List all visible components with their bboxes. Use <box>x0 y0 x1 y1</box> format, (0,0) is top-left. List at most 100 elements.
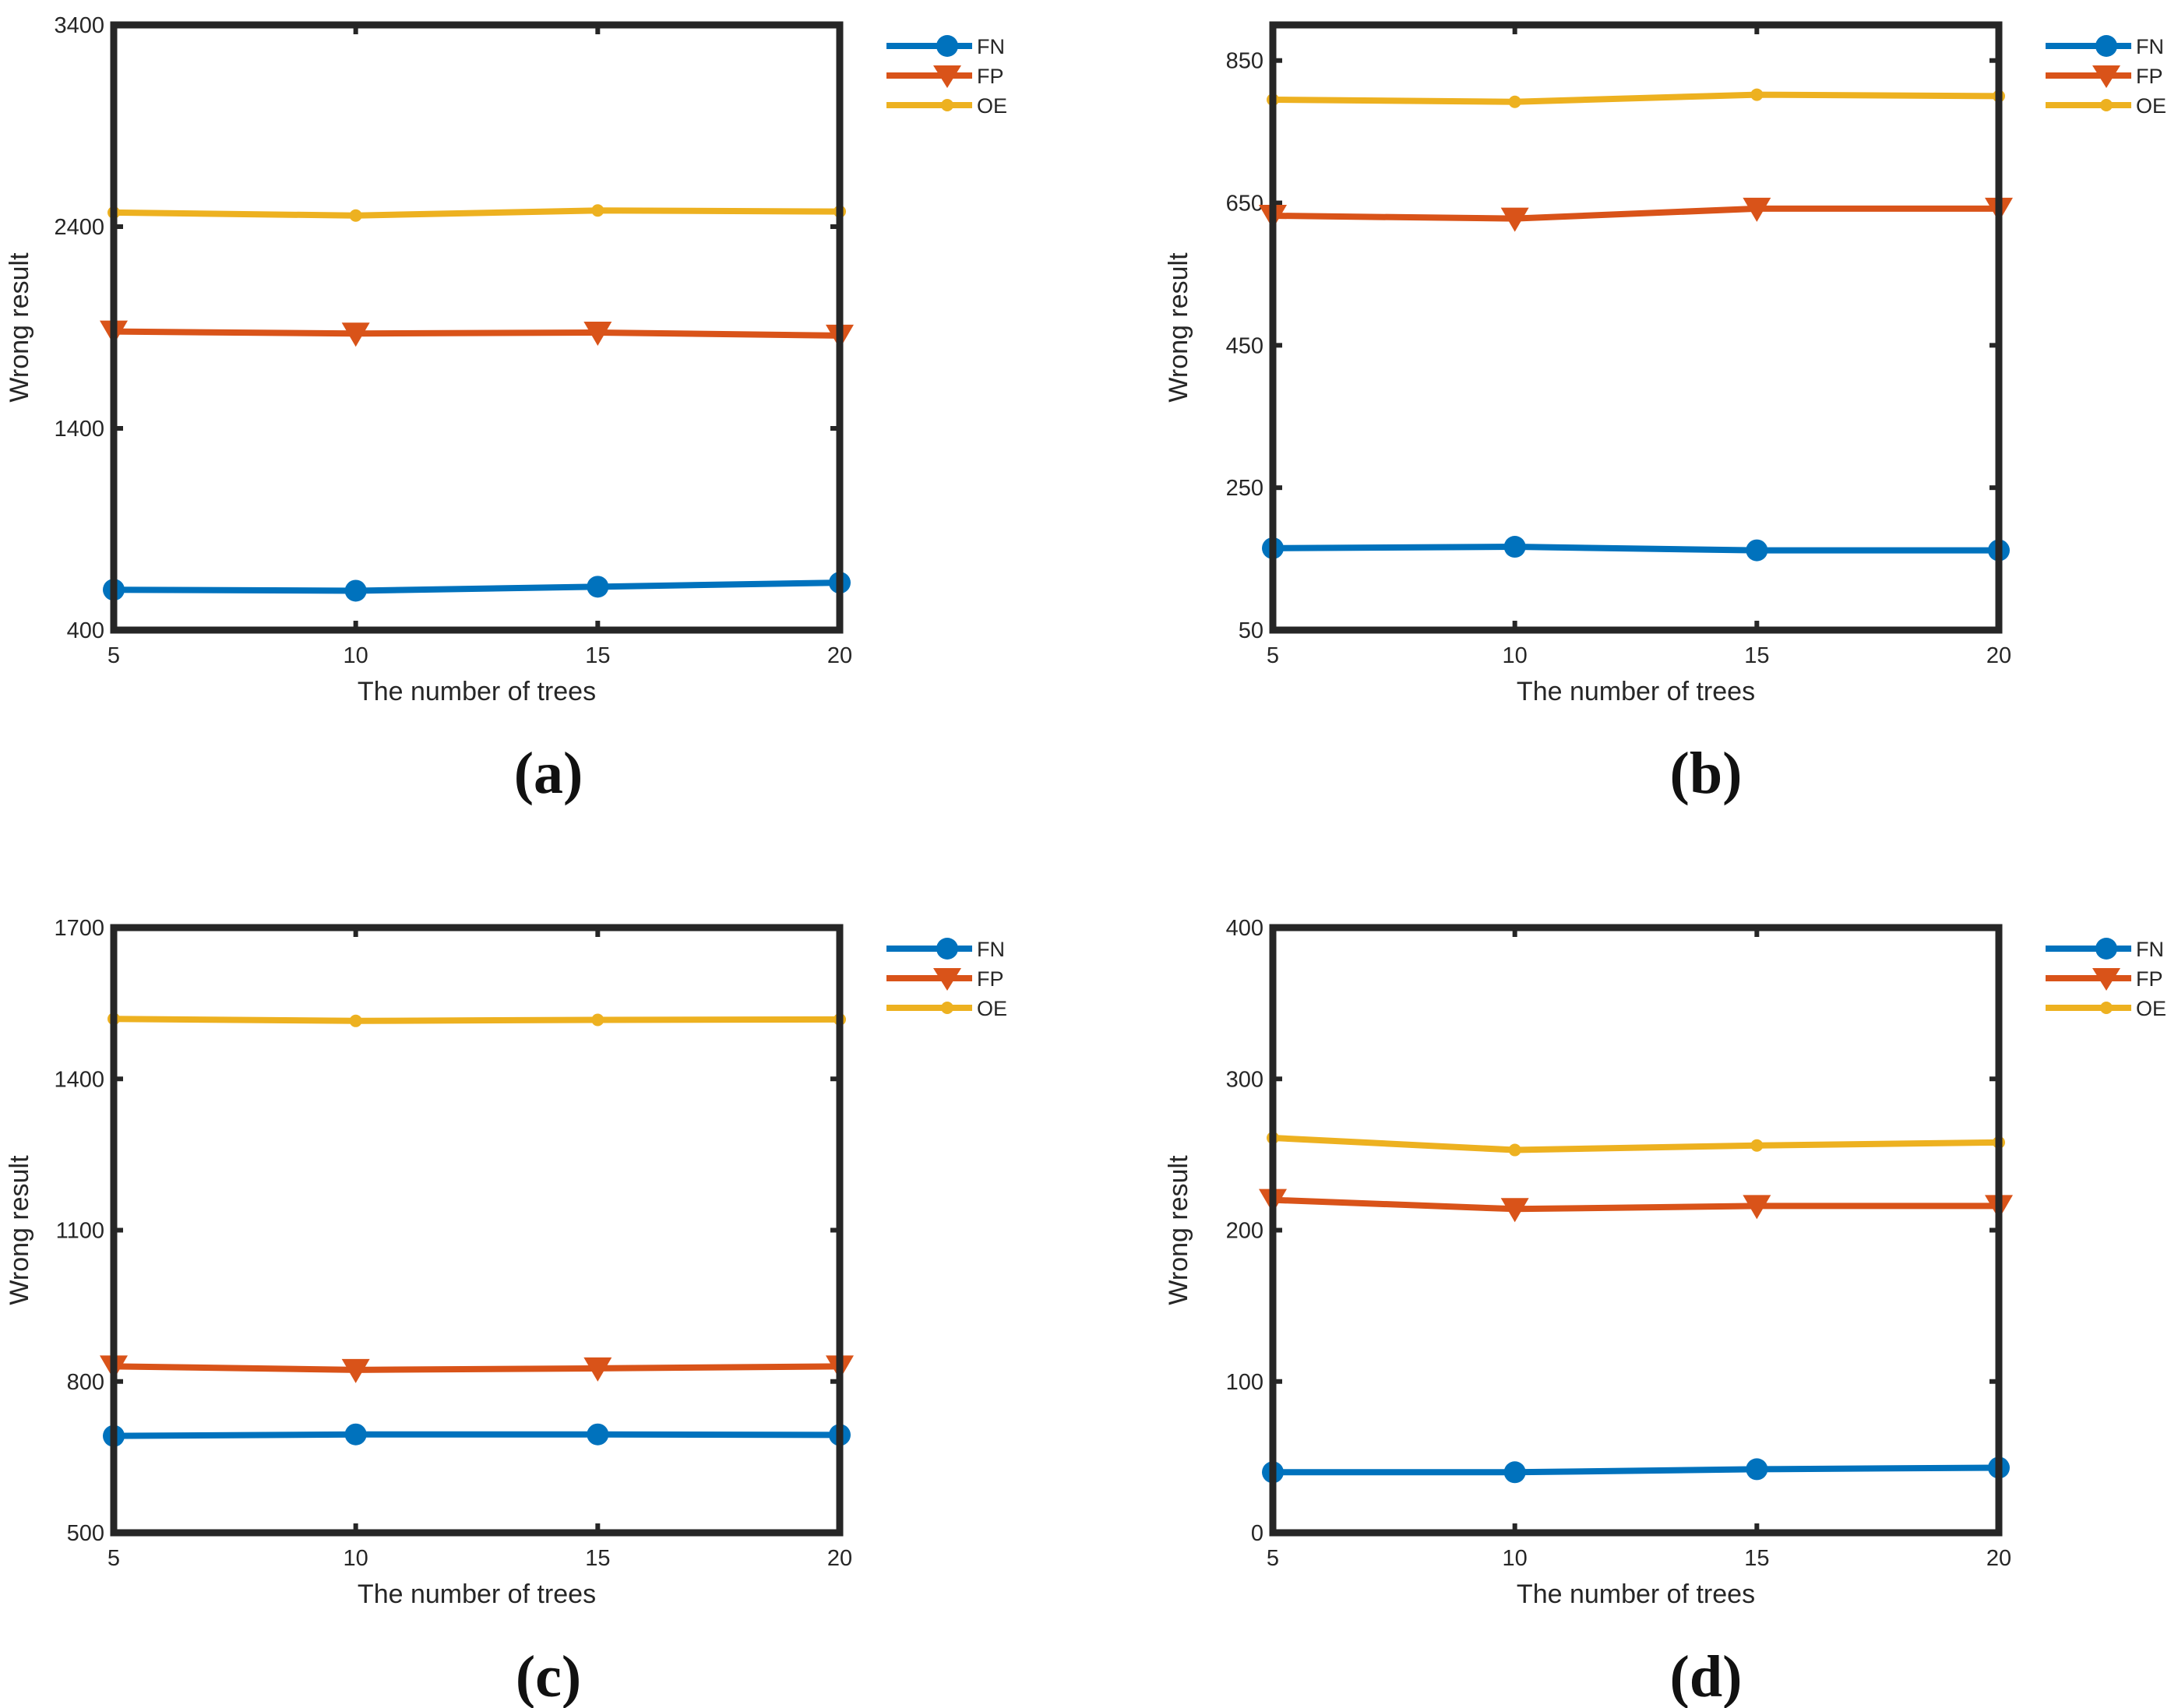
data-point-OE <box>349 1014 362 1027</box>
data-point-FP <box>583 321 612 346</box>
x-axis-label: The number of trees <box>358 1579 596 1609</box>
panel-caption: (c) <box>516 1644 581 1708</box>
x-tick-label: 15 <box>585 643 610 668</box>
series-line-FN <box>1270 544 2002 554</box>
x-axis-label: The number of trees <box>1517 677 1755 706</box>
legend-label-FP: FP <box>977 967 1004 991</box>
data-point-FP <box>583 1357 612 1382</box>
data-point-FP <box>1743 1195 1771 1220</box>
y-tick-label: 850 <box>1226 49 1263 74</box>
y-tick-label: 1700 <box>54 916 104 941</box>
chart-panel-d: 0 100 200 300 400 5 10 15 20 The number of trees W… <box>1164 916 2166 1708</box>
axes-box <box>1269 21 2003 634</box>
axes-box <box>1269 924 2003 1537</box>
legend-marker-FP <box>2092 65 2120 88</box>
y-axis-label: Wrong result <box>5 252 34 403</box>
series-line-OE <box>1270 91 2002 105</box>
chart-panel-b: 50 250 450 650 850 5 10 15 20 The number of trees… <box>1164 21 2166 806</box>
data-point-FN <box>344 579 367 602</box>
data-point-OE <box>1750 88 1764 101</box>
x-tick-label: 10 <box>1503 1546 1528 1571</box>
series-line-FN <box>1270 1464 2002 1476</box>
panel-caption: (b) <box>1670 741 1743 806</box>
legend-marker-FN <box>936 35 958 57</box>
legend-marker-FN <box>2095 35 2117 57</box>
chart-panel-c: 500 800 1100 1400 1700 5 10 15 20 The number of t… <box>5 916 1007 1708</box>
panel-caption: (d) <box>1670 1644 1743 1708</box>
series-line-FN <box>111 1431 843 1439</box>
x-tick-label: 20 <box>1986 643 2011 668</box>
data-point-FN <box>587 576 609 598</box>
y-tick-label: 2400 <box>54 215 104 240</box>
y-tick-label: 800 <box>67 1370 104 1395</box>
data-point-FN <box>1746 539 1768 562</box>
x-tick-label: 15 <box>585 1546 610 1571</box>
series-line-FP <box>1270 1196 2002 1213</box>
series-line-FP <box>111 328 843 339</box>
legend-label-FN: FN <box>977 35 1005 58</box>
y-tick-label: 400 <box>67 618 104 643</box>
x-tick-label: 10 <box>344 643 368 668</box>
x-tick-label: 10 <box>344 1546 368 1571</box>
axes-box <box>110 21 844 634</box>
legend-label-FP: FP <box>2136 967 2163 991</box>
x-axis-label: The number of trees <box>1517 1579 1755 1609</box>
legend-marker-OE <box>941 1002 953 1014</box>
data-point-FN <box>1746 1458 1768 1481</box>
legend-marker-FN <box>936 938 958 960</box>
legend-label-FN: FN <box>2136 938 2164 961</box>
y-axis-label: Wrong result <box>1164 252 1193 403</box>
y-tick-label: 50 <box>1239 618 1263 643</box>
axes-box <box>110 924 844 1537</box>
x-axis-label: The number of trees <box>358 677 596 706</box>
y-tick-label: 200 <box>1226 1219 1263 1244</box>
y-tick-label: 450 <box>1226 333 1263 358</box>
x-tick-label: 20 <box>827 1546 852 1571</box>
data-point-OE <box>1508 95 1521 108</box>
data-point-FN <box>1503 1461 1526 1484</box>
legend-label-OE: OE <box>977 997 1007 1020</box>
series-line-FN <box>111 579 843 594</box>
y-tick-label: 400 <box>1226 916 1263 941</box>
data-point-FP <box>1743 197 1771 222</box>
x-tick-label: 5 <box>107 643 120 668</box>
y-tick-label: 500 <box>67 1521 104 1546</box>
data-point-OE <box>591 204 604 217</box>
series-line-OE <box>111 207 843 219</box>
x-tick-label: 5 <box>1267 1546 1279 1571</box>
data-point-OE <box>591 1013 604 1027</box>
x-tick-label: 20 <box>1986 1546 2011 1571</box>
legend-marker-FP <box>2092 968 2120 991</box>
legend-marker-FP <box>933 968 961 991</box>
legend-label-OE: OE <box>2136 94 2166 118</box>
x-tick-label: 15 <box>1744 1546 1769 1571</box>
y-tick-label: 3400 <box>54 13 104 38</box>
data-point-FN <box>587 1423 609 1446</box>
data-point-FN <box>344 1423 367 1446</box>
data-point-OE <box>1750 1139 1764 1152</box>
data-point-OE <box>349 209 362 222</box>
legend-label-FP: FP <box>2136 65 2163 88</box>
legend-label-OE: OE <box>977 94 1007 118</box>
series-line-OE <box>111 1016 843 1024</box>
data-point-OE <box>1508 1143 1521 1157</box>
legend-marker-FN <box>2095 938 2117 960</box>
series-line-FP <box>1270 205 2002 222</box>
y-tick-label: 0 <box>1251 1521 1263 1546</box>
legend-marker-OE <box>2100 99 2113 111</box>
y-tick-label: 300 <box>1226 1067 1263 1092</box>
chart-panel-a: 400 1400 2400 3400 5 10 15 20 The number of tree… <box>5 13 1007 806</box>
y-tick-label: 1400 <box>54 417 104 442</box>
y-axis-label: Wrong result <box>1164 1155 1193 1305</box>
panel-caption: (a) <box>514 741 583 806</box>
x-tick-label: 10 <box>1503 643 1528 668</box>
y-tick-label: 100 <box>1226 1370 1263 1395</box>
legend-marker-FP <box>933 65 961 88</box>
x-tick-label: 15 <box>1744 643 1769 668</box>
data-point-FN <box>1503 536 1526 558</box>
legend-marker-OE <box>2100 1002 2113 1014</box>
y-tick-label: 250 <box>1226 476 1263 501</box>
y-tick-label: 650 <box>1226 192 1263 217</box>
legend-label-OE: OE <box>2136 997 2166 1020</box>
